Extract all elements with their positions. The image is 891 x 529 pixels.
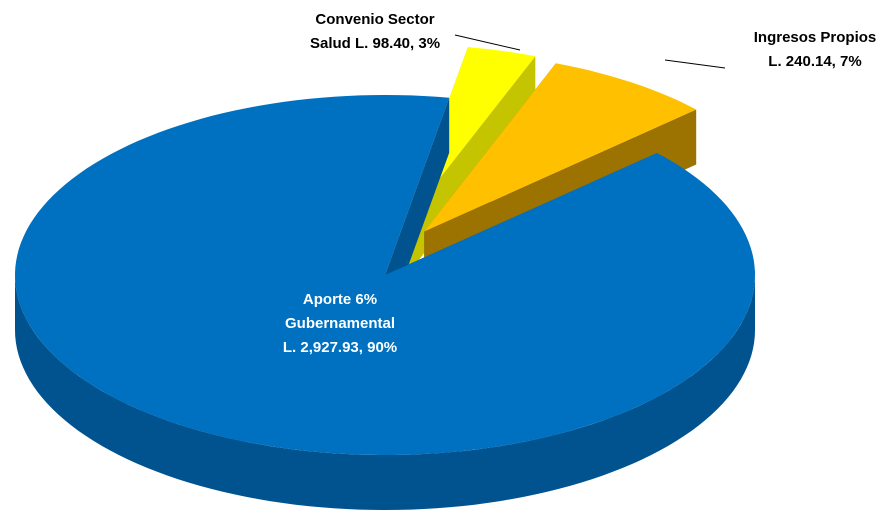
slice bbox=[424, 63, 697, 232]
data-label-line: Ingresos Propios bbox=[754, 29, 877, 46]
data-label-line: L. 2,927.93, 90% bbox=[283, 339, 397, 356]
data-label-line: Gubernamental bbox=[285, 315, 395, 332]
slice-wall bbox=[15, 275, 755, 510]
data-label-line: Salud L. 98.40, 3% bbox=[310, 35, 440, 52]
data-label: Convenio Sector Salud L. 98.40, 3% bbox=[310, 11, 440, 52]
data-label-line: Convenio Sector bbox=[315, 11, 434, 28]
data-label: Ingresos Propios L. 240.14, 7% bbox=[754, 29, 877, 70]
data-label-line: Aporte 6% bbox=[303, 291, 377, 308]
data-label-line: L. 240.14, 7% bbox=[768, 53, 861, 70]
data-label: Aporte 6% Gubernamental L. 2,927.93, 90% bbox=[283, 291, 397, 356]
leader-line bbox=[454, 34, 521, 51]
leader-line bbox=[664, 59, 726, 69]
slice bbox=[15, 95, 755, 455]
